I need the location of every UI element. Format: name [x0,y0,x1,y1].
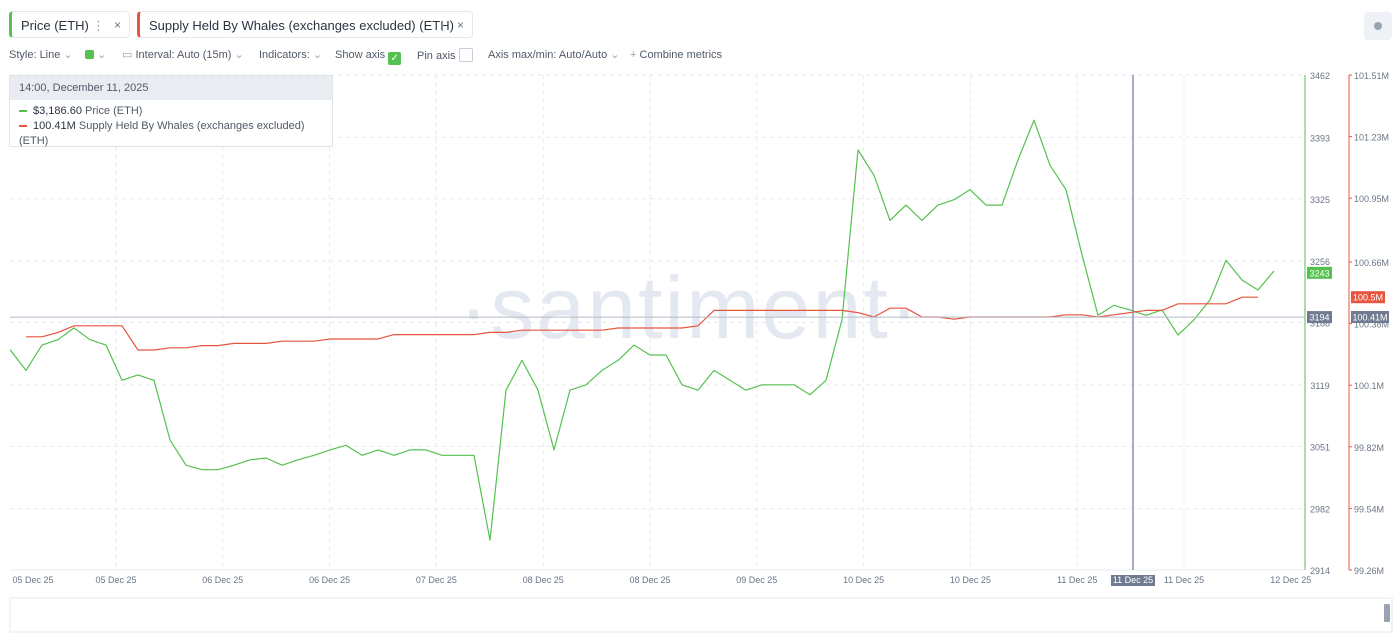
y2-tick-label: 100.38M [1354,320,1389,330]
crosshair-x-label: 11 Dec 25 [1113,575,1153,585]
tooltip-row: $3,186.60 Price (ETH) [10,104,332,119]
y-tick-label: 3051 [1310,442,1330,452]
crosshair-price-label: 3194 [1309,313,1329,323]
y2-tick-label: 100.1M [1354,381,1384,391]
label: Axis max/min: Auto/Auto [488,49,608,61]
label: Interval: Auto (15m) [135,49,232,61]
label: Style: Line [9,49,61,61]
x-tick-label: 06 Dec 25 [202,575,243,585]
x-tick-label: 06 Dec 25 [309,575,350,585]
navigator-handle[interactable] [1384,604,1390,622]
dot-icon [1374,22,1382,30]
y-tick-label: 3256 [1310,257,1330,267]
last-supply-badge [1351,291,1385,304]
y2-tick-label: 99.82M [1354,443,1384,453]
crosshair-supply-label: 100.41M [1352,313,1387,323]
metric-tab[interactable]: Price (ETH) ⋮ × [9,11,130,38]
checkbox[interactable]: ✓ [388,52,402,65]
combine-control[interactable]: + Combine metrics [630,49,723,61]
y2-tick-label: 99.26M [1354,566,1384,576]
last-price-label: 3243 [1309,268,1329,278]
x-tick-label: 07 Dec 25 [416,575,457,585]
axis-minmax-control[interactable]: Axis max/min: Auto/Auto ⌄ [488,49,620,61]
y-tick-label: 3393 [1310,133,1330,143]
y2-tick-label: 99.54M [1354,504,1384,514]
tab-label: Supply Held By Whales (exchanges exclude… [149,18,454,33]
label: Show axis [335,49,386,61]
tooltip-value: 100.41M [33,120,76,132]
color-swatch [85,50,94,59]
crosshair-supply-badge [1351,311,1389,323]
x-tick-label: 11 Dec 25 [1057,575,1097,585]
menu-icon[interactable]: ⋮ [92,18,105,33]
last-price-badge [1307,266,1332,279]
tooltip-value: $3,186.60 [33,105,82,117]
y-tick-label: 2982 [1310,505,1330,515]
menu-icon[interactable]: ⋮ [436,18,449,33]
watermark: ·santiment· [459,258,921,357]
style-control[interactable]: Style: Line ⌄ [9,49,73,61]
y-tick-label: 3119 [1310,381,1329,391]
tooltip: 14:00, December 11, 2025 $3,186.60 Price… [9,75,333,147]
x-tick-label: 05 Dec 25 [95,575,136,585]
x-tick-label: 08 Dec 25 [523,575,564,585]
y-tick-label: 3462 [1310,71,1330,81]
x-tick-label: 10 Dec 25 [950,575,991,585]
color-control[interactable]: ⌄ [85,48,106,62]
y2-tick-label: 101.51M [1354,71,1389,81]
x-tick-label: 10 Dec 25 [843,575,884,585]
y2-tick-label: 100.95M [1354,194,1389,204]
close-icon[interactable]: × [456,18,464,32]
crosshair-price-badge [1307,311,1332,324]
tooltip-metric: Supply Held By Whales (exchanges exclude… [19,120,305,147]
checkbox[interactable] [458,48,473,62]
pin-axis-control[interactable]: Pin axis [417,48,473,63]
close-icon[interactable]: × [113,18,121,32]
navigator[interactable] [9,597,1393,633]
x-tick-label: 08 Dec 25 [629,575,670,585]
label: Pin axis [417,50,456,62]
indicators-control[interactable]: Indicators: ⌄ [259,49,323,61]
series-line [9,119,1275,541]
x-tick-label: 09 Dec 25 [736,575,777,585]
last-supply-label: 100.5M [1353,293,1383,303]
y2-tick-label: 101.23M [1354,133,1389,143]
y-tick-label: 3188 [1310,319,1330,329]
tab-label: Price (ETH) [21,18,89,33]
y-tick-label: 3325 [1310,195,1330,205]
tooltip-metric: Price (ETH) [85,105,143,117]
x-tick-label: 05 Dec 25 [12,575,53,585]
label: Indicators: [259,49,310,61]
tooltip-row: 100.41M Supply Held By Whales (exchanges… [10,119,332,147]
y2-tick-label: 100.66M [1354,258,1389,268]
metric-tab[interactable]: Supply Held By Whales (exchanges exclude… [137,11,473,38]
label: Combine metrics [639,49,723,61]
tooltip-time: 14:00, December 11, 2025 [10,76,332,100]
x-tick-label: 12 Dec 25 [1270,575,1311,585]
interval-control[interactable]: ▭ Interval: Auto (15m) ⌄ [122,49,244,61]
settings-button[interactable] [1364,12,1392,40]
x-tick-label: 11 Dec 25 [1164,575,1204,585]
crosshair-x-badge [1111,575,1155,586]
y-tick-label: 2914 [1310,566,1330,576]
show-axis-control[interactable]: Show axis ✓ [335,48,402,65]
